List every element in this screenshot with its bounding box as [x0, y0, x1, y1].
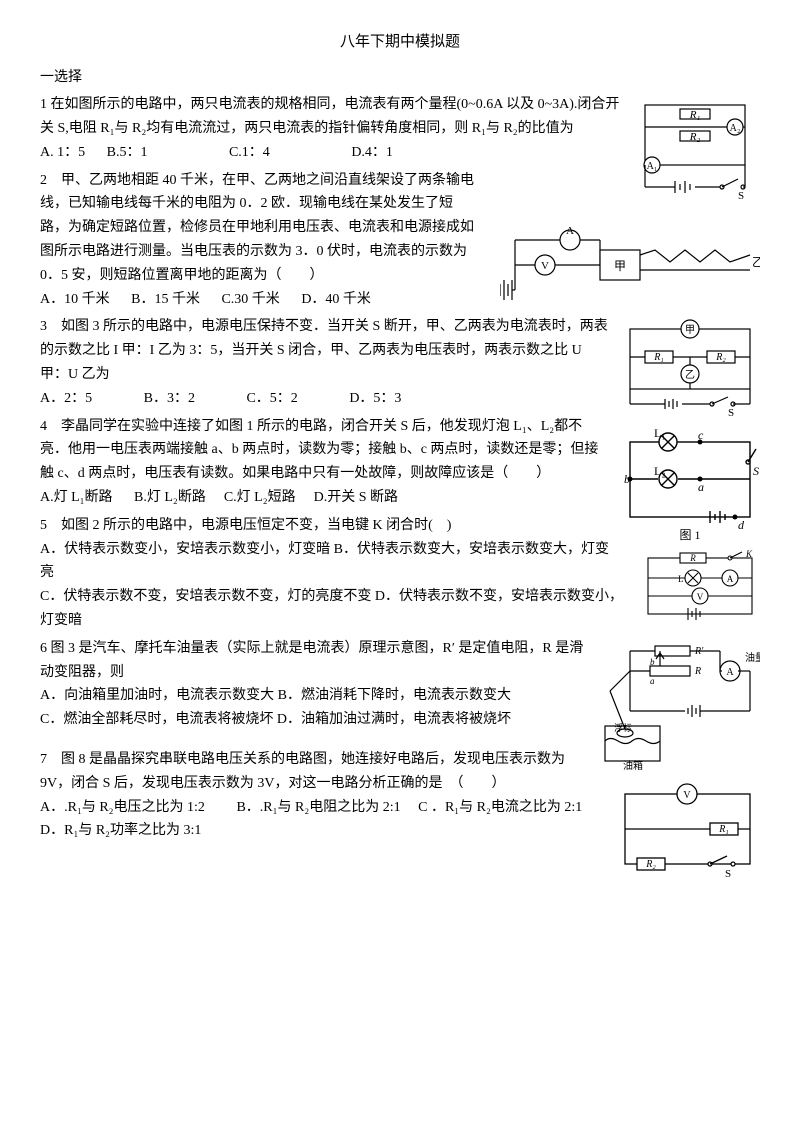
- q2-stem: 2 甲、乙两地相距 40 千米，在甲、乙两地之间沿直线架设了两条输电线，已知输电…: [40, 169, 480, 288]
- fig7-v-label: V: [683, 790, 691, 801]
- q5-stem: 5 如图 2 所示的电路中，电源电压恒定不变，当电键 K 闭合时( ): [40, 514, 760, 538]
- fig6-float-label: 浮标: [614, 722, 632, 733]
- fig2-v-label: V: [541, 260, 549, 272]
- fig5-k-label: K: [745, 550, 753, 559]
- q3-opt-a: A．2：5: [40, 387, 92, 411]
- fig4-c-label: c: [698, 428, 704, 442]
- fig5-r-label: R: [689, 553, 696, 563]
- fig3-r2-label: R₂: [715, 352, 726, 363]
- q6-opt-b: B．燃油消耗下降时，电流表示数变大: [278, 688, 511, 703]
- q3-opt-d: D．5：3: [349, 387, 401, 411]
- q6-opt-a: A．向油箱里加油时，电流表示数变大: [40, 688, 274, 703]
- page-title: 八年下期中模拟题: [40, 30, 760, 56]
- q1-opt-d: D.4：1: [351, 141, 393, 165]
- fig1-r1-label: R₁: [689, 109, 701, 121]
- question-6: R′ R b a A 油量表 浮标 油箱 6 图 3 是汽车、摩托车油量表（实际…: [40, 637, 760, 732]
- question-5: R K L A V 5 如图 2 所示的电路中，电源电压恒定不变，当电键 K 闭…: [40, 514, 760, 633]
- q6-opt-c: C．燃油全部耗尽时，电流表将被烧坏: [40, 712, 273, 727]
- q4-opt-b: B.灯 L₂断路: [134, 486, 206, 510]
- question-2: A V 甲 乙 2 甲、乙两地相距 40 千米，在甲、乙两地之间沿直线架设了两条…: [40, 169, 760, 312]
- q5-opt-c: C．伏特表示数不变，安培表示数不变，灯的亮度不变: [40, 589, 371, 604]
- fig7-s-label: S: [725, 868, 731, 879]
- q7-opt-a: A．.R₁与 R₂电压之比为 1:2: [40, 800, 205, 815]
- figure-q3: 甲 R₁ R₂ 乙 S: [620, 319, 760, 419]
- q2-opt-d: D．40 千米: [301, 288, 371, 312]
- q2-opt-c: C.30 千米: [221, 288, 279, 312]
- q3-opt-b: B．3：2: [144, 387, 195, 411]
- q3-opt-c: C．5：2: [246, 387, 297, 411]
- fig3-yi-label: 乙: [685, 369, 695, 381]
- figure-q7: V R₁ R₂ S: [615, 779, 760, 879]
- question-7: V R₁ R₂ S 7 图 8 是晶晶探究串联电路电压关系的电路图，她连接好电路…: [40, 748, 760, 843]
- figure-q2: A V 甲 乙: [500, 210, 760, 310]
- q1-opt-a: A. 1：5: [40, 141, 85, 165]
- q7-opt-b: B．.R₁与 R₂电阻之比为 2:1: [236, 800, 400, 815]
- fig4-b-label: b: [624, 472, 630, 486]
- fig3-jia-label: 甲: [685, 325, 695, 336]
- fig2-jia-label: 甲: [614, 259, 626, 273]
- fig5-v-label: V: [697, 592, 704, 602]
- section-heading: 一选择: [40, 66, 760, 90]
- fig5-a-label: A: [727, 574, 734, 584]
- fig2-a-label: A: [566, 225, 574, 237]
- fig4-l2-label: L₂: [654, 464, 666, 478]
- fig1-a2-label: A₂: [730, 123, 741, 134]
- q7-opt-d: D．R₁与 R₂功率之比为 3:1: [40, 823, 201, 838]
- q4-opt-a: A.灯 L₁断路: [40, 486, 113, 510]
- question-3: 甲 R₁ R₂ 乙 S 3 如图 3 所示的电路中，电源电压保持不变．当开关 S…: [40, 315, 760, 410]
- fig6-a-label: a: [650, 676, 655, 686]
- figure-q5: R K L A V: [640, 550, 760, 625]
- q4-opt-d: D.开关 S 断路: [314, 486, 398, 510]
- fig6-rp-label: R′: [694, 646, 704, 657]
- fig5-l-label: L: [678, 574, 684, 584]
- fig6-b-label: b: [650, 657, 655, 667]
- fig4-s-label: S: [753, 464, 759, 478]
- fig2-yi-label: 乙: [752, 255, 760, 269]
- fig7-r2-label: R₂: [645, 859, 656, 870]
- q2-opt-a: A．10 千米: [40, 288, 110, 312]
- fig4-a-label: a: [698, 480, 704, 494]
- fig3-r1-label: R₁: [653, 352, 664, 363]
- question-4: L₁ L₂ b a c d S 图 1 4 李晶同学在实验中连接了如图 1 所示…: [40, 415, 760, 510]
- q1-opt-b: B.5：1: [107, 141, 148, 165]
- fig7-r1-label: R₁: [718, 824, 729, 835]
- fig1-r2-label: R₂: [689, 131, 701, 143]
- q1-opt-c: C.1：4: [229, 141, 270, 165]
- q4-opt-c: C.灯 L₂短路: [224, 486, 296, 510]
- fig6-r-label: R: [694, 666, 701, 677]
- question-1: R₁ R₂ A₂ A₁ S 1 在如图所示的电路中，两只电流表的规格相同，电流表…: [40, 93, 760, 164]
- fig6-ammeter-label: A: [726, 667, 734, 678]
- q6-opt-d: D．油箱加油过满时，电流表将被烧坏: [277, 712, 511, 727]
- fig6-meter-label: 油量表: [745, 651, 760, 664]
- q2-opt-b: B．15 千米: [131, 288, 200, 312]
- q7-opt-c: C ．R₁与 R₂电流之比为 2:1: [418, 800, 582, 815]
- fig4-l1-label: L₁: [654, 427, 666, 440]
- q5-opt-a: A．伏特表示数变小，安培表示数变小，灯变暗: [40, 542, 330, 557]
